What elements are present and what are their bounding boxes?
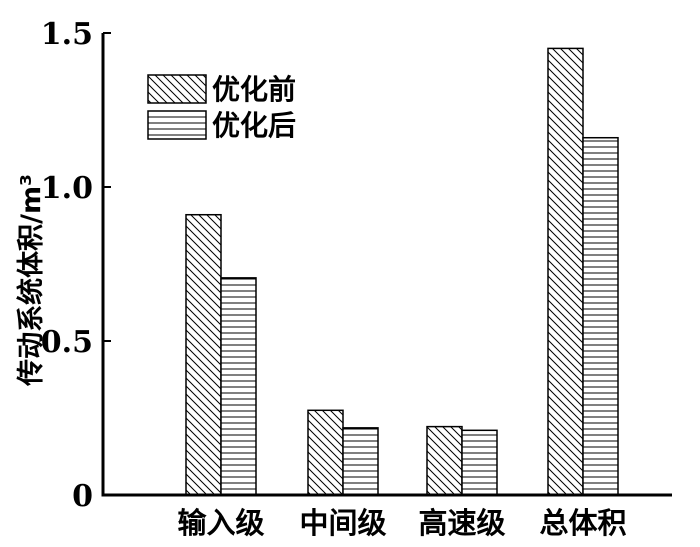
bar-after-2 [461,429,498,496]
category-labels-group: 输入级 中间级 高速级 总体积 [177,506,626,540]
y-tick-label: 0.5 [41,325,93,360]
y-tick-label: 1.5 [41,17,93,52]
bar-before-1 [307,409,344,496]
y-ticks-group: 0 0.5 1.0 1.5 [41,17,111,514]
bar-before-0 [185,213,222,496]
y-tick-label: 1.0 [41,171,93,206]
bar-after-1 [342,427,379,496]
x-category-label: 高速级 [418,506,505,540]
y-tick-label: 0 [72,479,93,514]
x-category-label: 总体积 [539,506,626,540]
bar-after-3 [582,136,619,496]
bar-before-2 [426,425,463,496]
x-category-label: 输入级 [177,506,264,540]
bar-after-0 [220,277,257,496]
legend-swatch-after [147,110,207,140]
axes-group [101,33,672,497]
bars-group [185,47,619,496]
legend-label-before: 优化前 [212,73,296,106]
legend-label-after: 优化后 [212,109,296,142]
bar-before-3 [547,47,584,496]
y-axis-label: 传动系统体积/m³ [15,174,47,387]
x-category-label: 中间级 [299,506,386,540]
legend-swatch-before [147,74,207,104]
